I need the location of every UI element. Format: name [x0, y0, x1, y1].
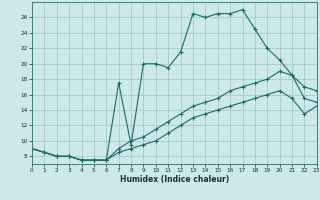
X-axis label: Humidex (Indice chaleur): Humidex (Indice chaleur) — [120, 175, 229, 184]
